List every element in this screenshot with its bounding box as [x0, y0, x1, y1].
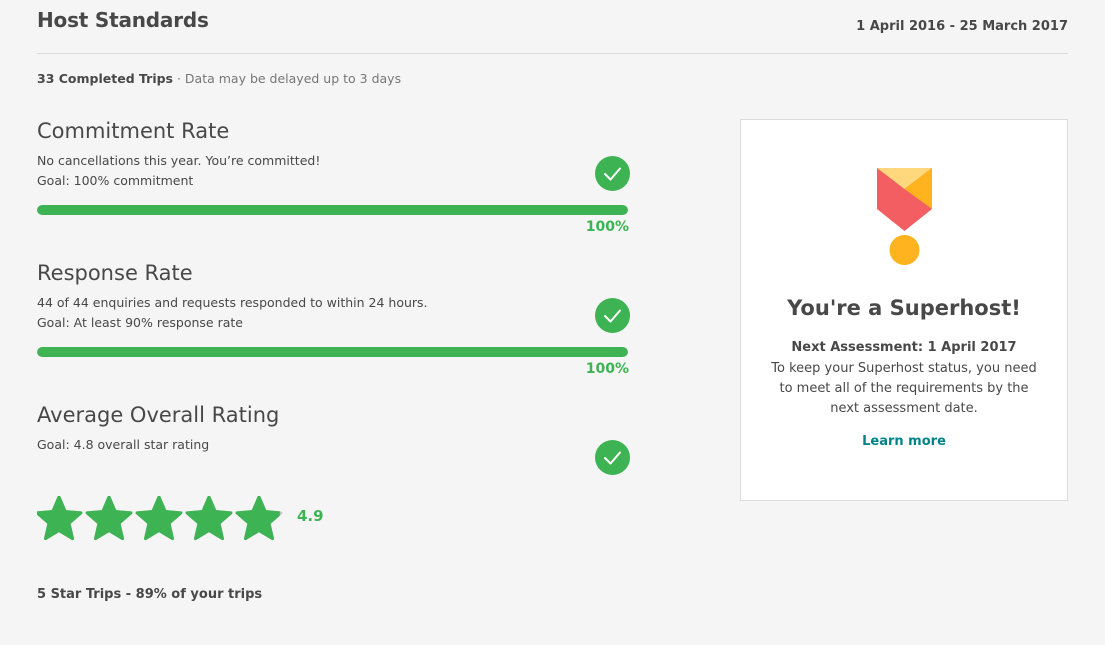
next-assessment: Next Assessment: 1 April 2017	[791, 340, 1017, 355]
separator: ·	[173, 71, 185, 86]
superhost-description: To keep your Superhost status, you need …	[771, 361, 1037, 416]
star-icon	[135, 496, 183, 541]
commitment-percent: 100%	[585, 219, 629, 235]
superhost-card: You're a Superhost! Next Assessment: 1 A…	[740, 119, 1068, 501]
section-title: Response Rate	[37, 261, 193, 285]
check-circle-icon	[595, 298, 630, 333]
check-circle-icon	[595, 156, 630, 191]
section-title: Commitment Rate	[37, 119, 230, 143]
progress-fill	[37, 347, 628, 357]
response-rate-section: Response Rate 44 of 44 enquiries and req…	[37, 261, 630, 401]
divider	[37, 53, 1068, 54]
star-icon	[37, 496, 83, 541]
commitment-description: No cancellations this year. You’re commi…	[37, 153, 321, 168]
check-circle-icon	[595, 440, 630, 475]
star-rating	[37, 496, 283, 541]
star-icon	[85, 496, 133, 541]
response-goal: Goal: At least 90% response rate	[37, 315, 243, 330]
learn-more-link[interactable]: Learn more	[862, 434, 946, 449]
response-percent: 100%	[585, 361, 629, 377]
commitment-progress-bar	[37, 205, 628, 215]
section-title: Average Overall Rating	[37, 403, 280, 427]
commitment-rate-section: Commitment Rate No cancellations this ye…	[37, 119, 630, 259]
average-rating-section: Average Overall Rating Goal: 4.8 overall…	[37, 403, 630, 543]
date-range: 1 April 2016 - 25 March 2017	[856, 19, 1068, 34]
page-title: Host Standards	[37, 8, 209, 32]
rating-goal: Goal: 4.8 overall star rating	[37, 437, 210, 452]
five-star-trips: 5 Star Trips - 89% of your trips	[37, 587, 263, 602]
star-icon	[235, 496, 283, 541]
summary: 33 Completed Trips · Data may be delayed…	[37, 71, 401, 86]
response-description: 44 of 44 enquiries and requests responde…	[37, 295, 428, 310]
progress-fill	[37, 205, 628, 215]
data-delay-note: Data may be delayed up to 3 days	[184, 71, 402, 86]
star-icon	[185, 496, 233, 541]
superhost-title: You're a Superhost!	[787, 296, 1021, 320]
superhost-medal-icon	[877, 168, 932, 265]
commitment-goal: Goal: 100% commitment	[37, 173, 194, 188]
rating-value: 4.9	[297, 507, 324, 525]
completed-trips: 33 Completed Trips	[37, 71, 173, 86]
response-progress-bar	[37, 347, 628, 357]
